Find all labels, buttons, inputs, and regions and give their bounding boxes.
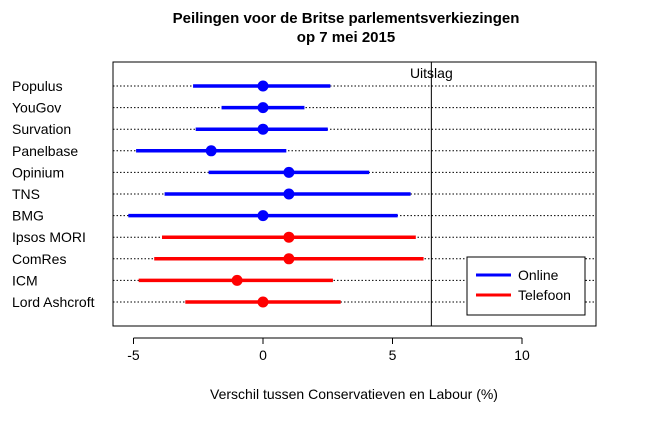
point-estimate <box>231 274 243 286</box>
x-tick-label: 10 <box>514 347 530 363</box>
point-estimate <box>257 210 269 222</box>
poll-label: YouGov <box>12 100 61 116</box>
x-tick-label: 0 <box>259 347 267 363</box>
poll-label: Lord Ashcroft <box>12 294 95 310</box>
legend-items: Online Telefoon <box>476 267 571 303</box>
poll-label: Ipsos MORI <box>12 229 86 245</box>
x-axis: -5 0 5 10 <box>127 337 530 363</box>
poll-label: Panelbase <box>12 143 78 159</box>
point-estimate <box>283 253 295 265</box>
x-tick-label: -5 <box>127 347 140 363</box>
reference-layer: Uitslag <box>410 62 453 326</box>
legend-entry: Telefoon <box>518 287 571 303</box>
legend-entry: Online <box>518 267 559 283</box>
poll-label: ICM <box>12 272 38 288</box>
x-axis-label: Verschil tussen Conservatieven en Labour… <box>210 386 498 402</box>
point-estimate <box>205 145 217 157</box>
poll-label: Survation <box>12 121 71 137</box>
legend-box <box>466 256 586 316</box>
point-estimate <box>257 102 269 114</box>
point-estimate <box>283 231 295 243</box>
x-tick-label: 5 <box>389 347 397 363</box>
point-estimate <box>283 166 295 178</box>
poll-label: Populus <box>12 78 63 94</box>
poll-intervals <box>128 80 424 308</box>
chart-subtitle: op 7 mei 2015 <box>297 29 395 46</box>
chart-title: Peilingen voor de Britse parlementsverki… <box>173 10 520 27</box>
point-estimate <box>283 188 295 200</box>
poll-label: TNS <box>12 186 40 202</box>
point-estimate <box>257 296 269 308</box>
poll-label: BMG <box>12 208 44 224</box>
poll-labels: Populus YouGov Survation Panelbase Opinium TN… <box>12 78 95 310</box>
result-reference-label: Uitslag <box>410 65 453 81</box>
point-estimate <box>257 123 269 135</box>
poll-label: Opinium <box>12 164 64 180</box>
legend: Online Telefoon <box>466 256 586 316</box>
poll-label: ComRes <box>12 251 66 267</box>
point-estimate <box>257 80 269 92</box>
